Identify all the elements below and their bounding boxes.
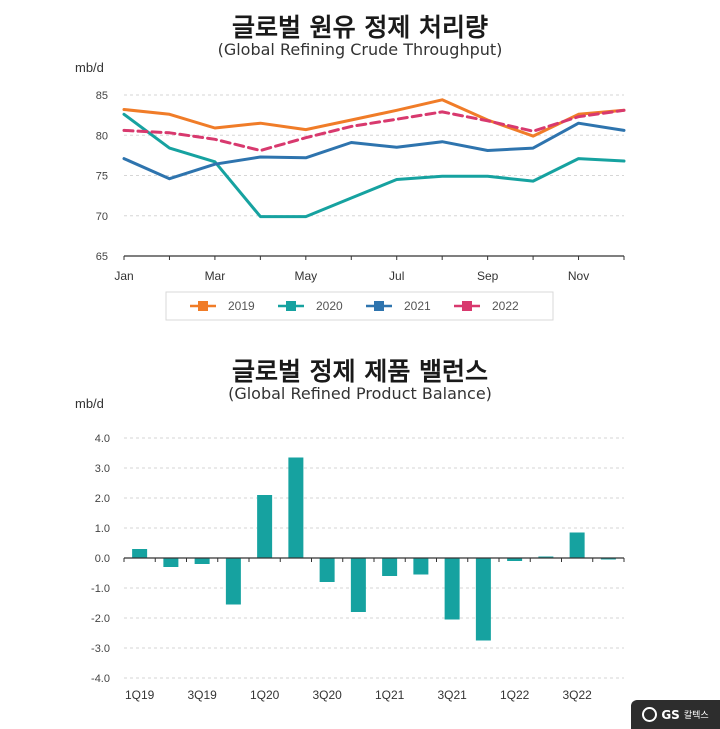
bar-chart-y-tick: -1.0 [91, 583, 110, 595]
line-chart-x-tick: Jul [389, 269, 404, 283]
legend-marker-2021 [374, 301, 384, 311]
logo-brand: GS [661, 707, 680, 722]
bar-chart-x-tick: 1Q20 [250, 688, 280, 702]
line-chart-x-tick: Sep [477, 269, 499, 283]
legend-label-2019: 2019 [228, 299, 255, 313]
bar-3Q22 [569, 532, 585, 558]
bar-chart-x-tick: 3Q22 [562, 688, 592, 702]
bar-chart-x-tick: 3Q20 [312, 688, 342, 702]
gs-logo-mark-icon [642, 707, 658, 722]
bar-chart-x-tick: 3Q19 [187, 688, 217, 702]
line-chart-x-tick: May [294, 269, 317, 283]
bar-chart-y-tick: -3.0 [91, 643, 110, 655]
logo-name: 칼텍스 [683, 711, 709, 721]
bar-chart-y-tick: 2.0 [95, 493, 110, 505]
legend-label-2020: 2020 [316, 299, 343, 313]
line-chart-x-tick: Nov [568, 269, 589, 283]
bar-2Q20 [288, 457, 304, 558]
bar-4Q19 [225, 558, 241, 605]
legend-label-2021: 2021 [404, 299, 431, 313]
bar-4Q22 [600, 558, 616, 560]
bar-chart-y-tick: 3.0 [95, 463, 110, 475]
bar-chart-title: 글로벌 정제 제품 밸런스 [231, 357, 489, 386]
bar-3Q20 [319, 558, 335, 582]
bar-3Q19 [194, 558, 210, 564]
line-chart-title: 글로벌 원유 정제 처리량 [231, 13, 489, 42]
line-chart: mb/d 65 70 75 80 85 Jan Mar May Jul Sep Nov 2019 2020… [75, 60, 626, 321]
bar-chart-y-unit: mb/d [75, 396, 104, 411]
line-chart-x-tick: Jan [114, 269, 133, 283]
bar-chart-subtitle: (Global Refined Product Balance) [228, 384, 492, 403]
legend-box [165, 291, 554, 321]
line-chart-subtitle: (Global Refining Crude Throughput) [217, 40, 503, 59]
line-chart-y-unit: mb/d [75, 60, 104, 75]
bar-chart-x-tick: 1Q22 [500, 688, 530, 702]
bar-1Q21 [382, 558, 398, 576]
line-chart-x-tick: Mar [205, 269, 226, 283]
bar-4Q21 [475, 558, 491, 641]
bar-2Q19 [163, 558, 179, 567]
bar-4Q20 [350, 558, 366, 612]
bar-1Q19 [132, 549, 148, 558]
bar-chart-x-tick: 1Q19 [125, 688, 155, 702]
bar-1Q22 [507, 558, 523, 561]
line-chart-y-tick: 80 [96, 130, 108, 142]
bar-chart-y-tick: -4.0 [91, 673, 110, 685]
legend-marker-2019 [198, 301, 208, 311]
bar-3Q21 [444, 558, 460, 620]
bar-chart-x-tick: 1Q21 [375, 688, 405, 702]
legend-marker-2020 [286, 301, 296, 311]
series-line-2022 [122, 108, 626, 152]
legend-marker-2022 [462, 301, 472, 311]
line-chart-y-tick: 75 [96, 171, 108, 183]
line-chart-y-tick: 70 [96, 211, 108, 223]
bar-chart-y-tick: 1.0 [95, 523, 110, 535]
series-line-2021 [122, 121, 626, 181]
line-chart-y-tick: 65 [96, 251, 108, 263]
bar-chart-y-tick: -2.0 [91, 613, 110, 625]
series-line-2019 [122, 98, 626, 138]
bar-1Q20 [257, 495, 273, 558]
bar-2Q22 [538, 556, 554, 558]
bar-chart-y-tick: 4.0 [95, 433, 110, 445]
bar-chart-x-tick: 3Q21 [437, 688, 467, 702]
line-chart-legend: 2019 2020 2021 2022 [165, 291, 554, 321]
line-chart-y-tick: 85 [96, 90, 108, 102]
series-line-2020 [122, 112, 626, 219]
bar-2Q21 [413, 558, 429, 575]
legend-label-2022: 2022 [492, 299, 519, 313]
bar-chart-y-tick: 0.0 [95, 553, 110, 565]
bar-chart: mb/d 4.0 3.0 2.0 1.0 0.0 -1.0 -2.0 -3.0 -4.0 1Q19 3… [75, 396, 625, 702]
gs-caltex-logo: GS 칼텍스 [631, 700, 720, 729]
